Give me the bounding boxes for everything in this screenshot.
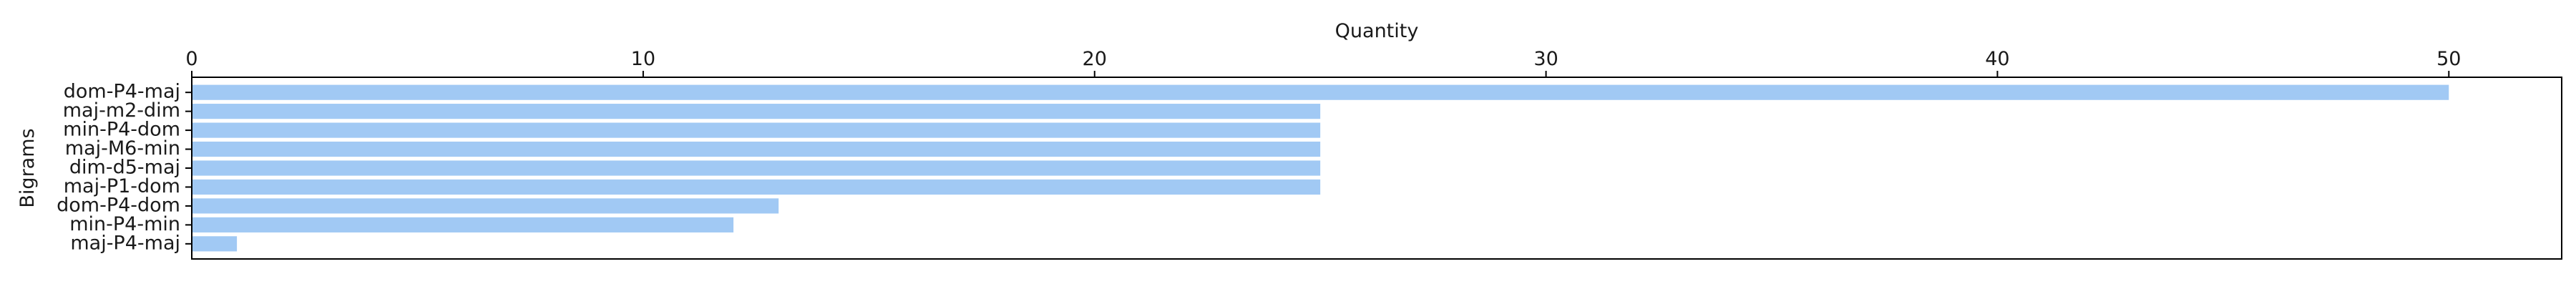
y-tick-label: dim-d5-maj	[69, 157, 180, 179]
bars-layer	[192, 84, 2449, 252]
y-tick-label: maj-P4-maj	[70, 232, 180, 254]
y-tick-label: min-P4-dom	[63, 119, 180, 141]
x-tick-label: 0	[185, 48, 197, 70]
y-axis-label: Bigrams	[16, 128, 39, 207]
bar-maj-P4-maj	[192, 236, 238, 252]
x-tick-label: 40	[1985, 48, 2009, 70]
bar-dom-P4-maj	[192, 84, 2449, 100]
x-axis-label: Quantity	[1335, 20, 1419, 42]
y-tick-label: dom-P4-maj	[64, 81, 180, 103]
y-axis-ticks: dom-P4-majmaj-m2-dimmin-P4-dommaj-M6-min…	[57, 81, 192, 254]
y-tick-label: maj-m2-dim	[63, 99, 180, 122]
bar-maj-P1-dom	[192, 179, 1321, 195]
y-tick-label: min-P4-min	[69, 213, 180, 235]
x-tick-label: 50	[2436, 48, 2461, 70]
x-tick-label: 30	[1533, 48, 1558, 70]
bar-maj-M6-min	[192, 141, 1321, 157]
y-tick-label: dom-P4-dom	[57, 194, 180, 216]
x-axis-ticks: 0 10 20 30 40 50	[185, 48, 2461, 77]
bar-maj-m2-dim	[192, 104, 1321, 119]
x-tick-label: 10	[631, 48, 655, 70]
y-tick-label: maj-P1-dom	[64, 175, 180, 197]
y-tick-label: maj-M6-min	[65, 137, 180, 160]
bar-min-P4-min	[192, 217, 734, 232]
x-tick-label: 20	[1083, 48, 1107, 70]
bar-min-P4-dom	[192, 122, 1321, 138]
bar-dim-d5-maj	[192, 160, 1321, 176]
bar-dom-P4-dom	[192, 198, 779, 214]
